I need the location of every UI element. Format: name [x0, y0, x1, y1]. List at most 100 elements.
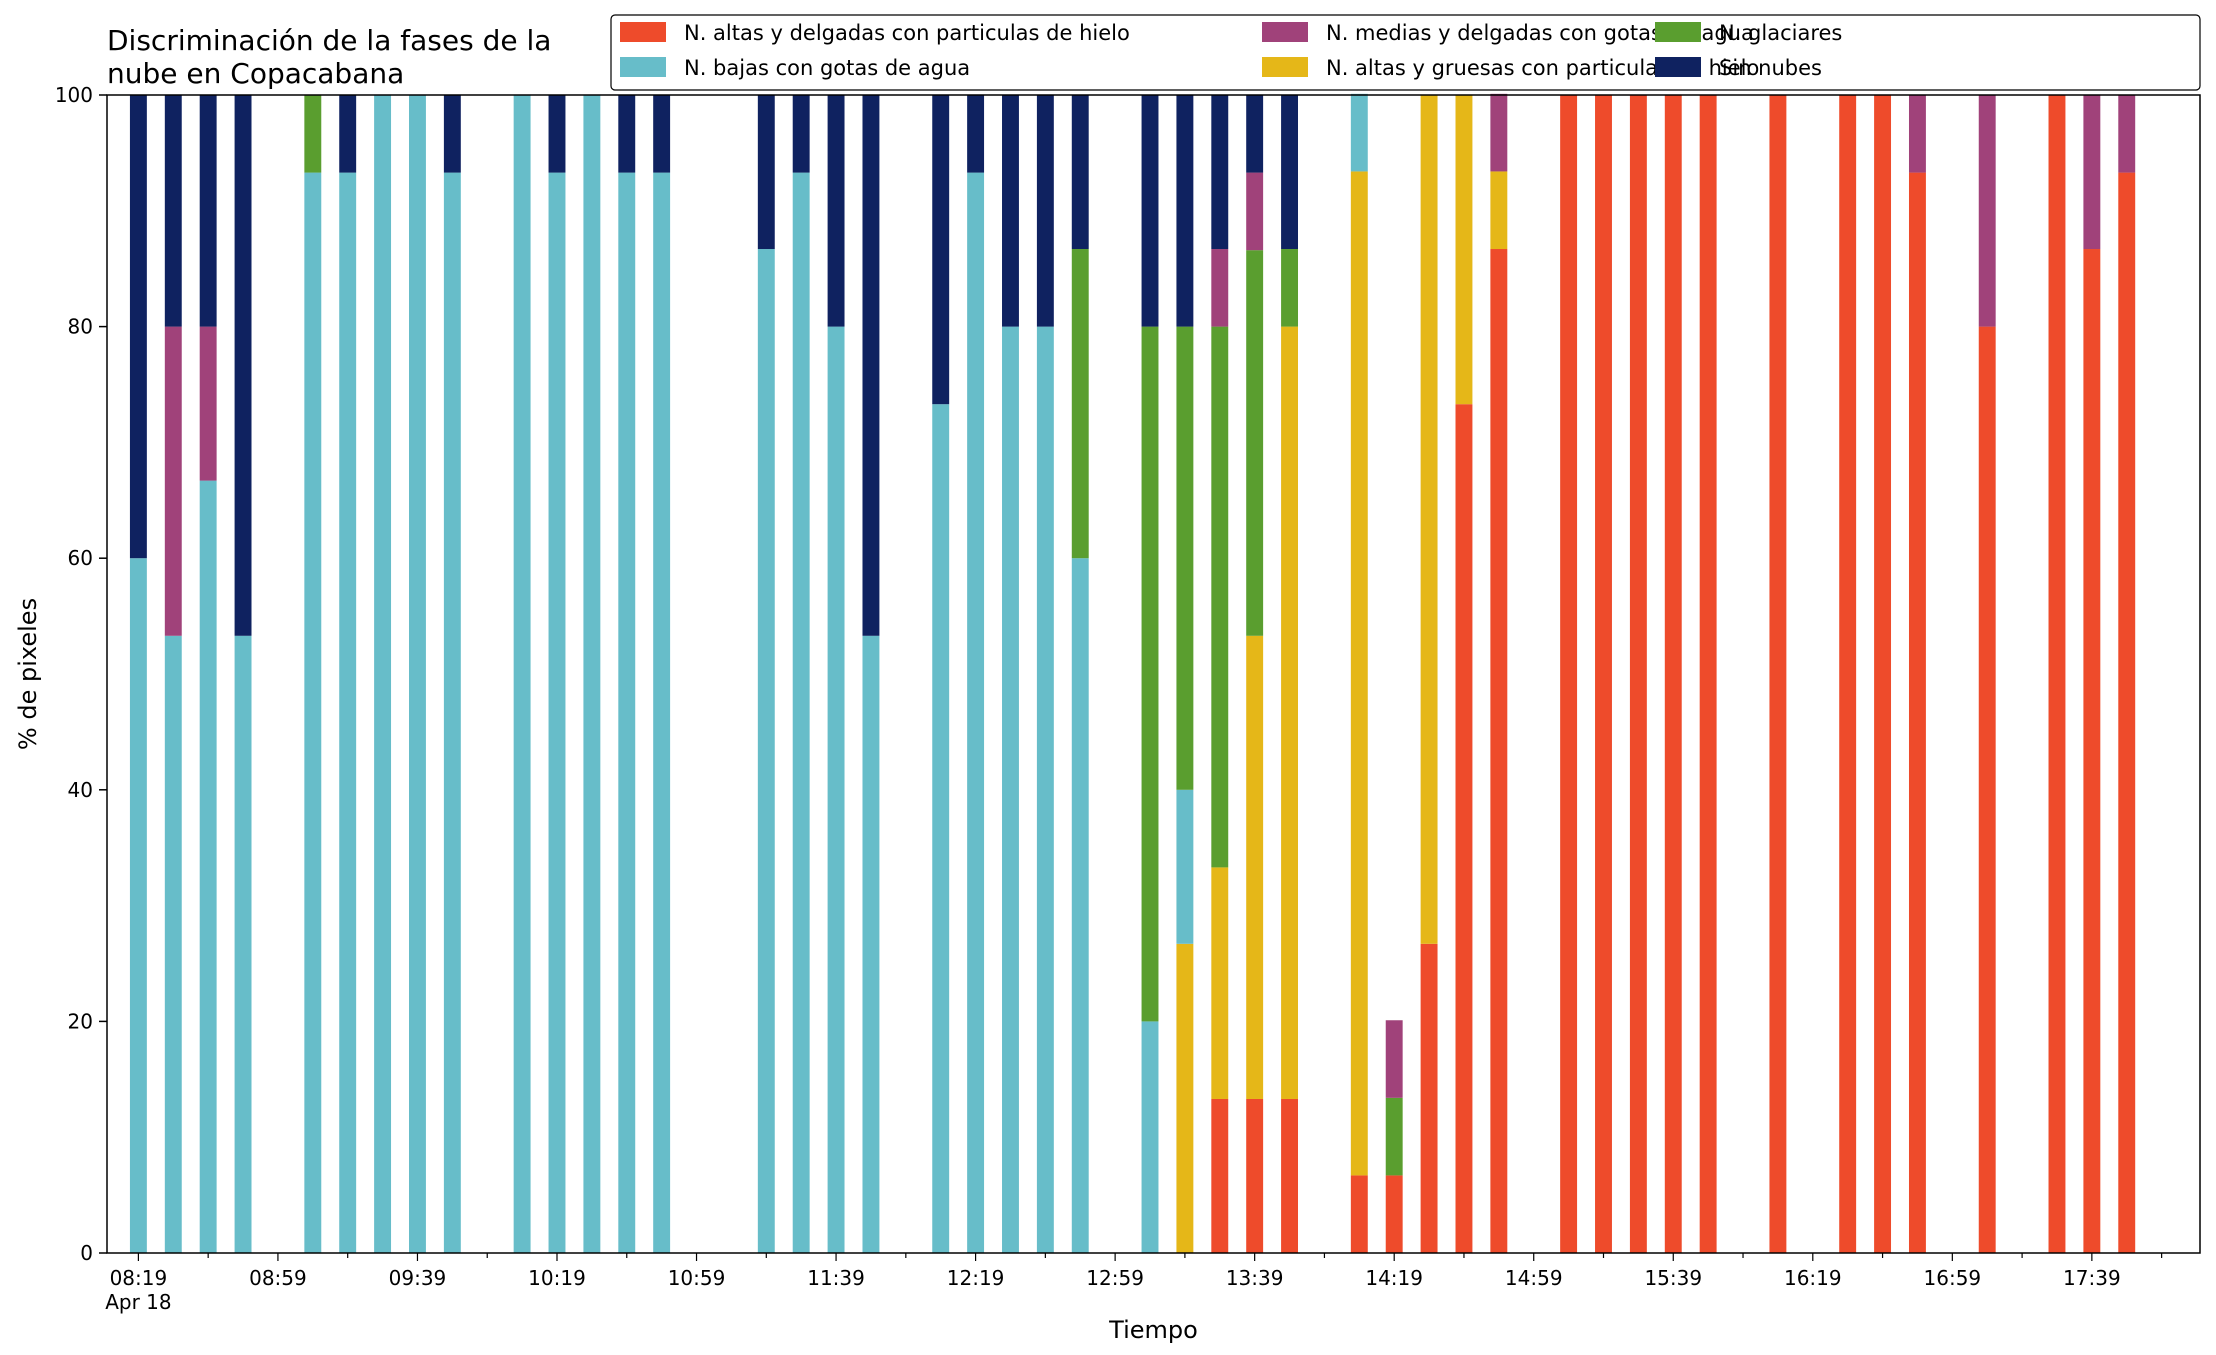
bar-segment — [1350, 93, 1368, 172]
y-tick-label: 60 — [68, 546, 93, 570]
bar-segment — [967, 172, 985, 1254]
bar-segment — [1839, 95, 1857, 1253]
bar-segment — [1176, 95, 1194, 327]
bar-segment — [1211, 249, 1229, 327]
bar-segment — [1176, 943, 1194, 1253]
bar-segment — [443, 95, 461, 173]
bar-segment — [862, 635, 880, 1253]
bar-segment — [374, 95, 392, 1253]
bar-segment — [1036, 326, 1054, 1254]
bar-segment — [618, 95, 636, 173]
y-tick-label: 0 — [80, 1241, 93, 1265]
bar-segment — [2048, 95, 2066, 1253]
bar-segment — [1211, 326, 1229, 868]
bar-segment — [1281, 249, 1299, 327]
bar-segment — [1385, 1020, 1403, 1098]
chart-title-line-2: nube en Copacabana — [107, 57, 404, 90]
legend: N. altas y delgadas con particulas de hi… — [610, 14, 2201, 91]
bar-segment — [653, 95, 671, 173]
bar-segment — [1595, 95, 1612, 1253]
bar-segment — [164, 95, 182, 327]
bar-segment — [1978, 95, 1996, 327]
legend-swatch — [620, 57, 666, 77]
bar-segment — [827, 326, 845, 1254]
bar-segment — [1455, 404, 1473, 1253]
bar-segment — [339, 95, 357, 173]
bar-segment — [932, 95, 950, 405]
bar-segment — [234, 95, 252, 636]
bar-segment — [443, 172, 461, 1254]
bar-segment — [199, 480, 217, 1253]
bar-segment — [967, 95, 985, 173]
bar-segment — [1420, 943, 1438, 1253]
x-tick-label: 15:39 — [1644, 1266, 1702, 1290]
bar-segment — [1246, 95, 1264, 173]
bar-segment — [1420, 95, 1438, 944]
bar-segment — [304, 172, 322, 1254]
bar-segment — [1560, 95, 1578, 1253]
bar-segment — [199, 95, 217, 327]
bar-segment — [1141, 326, 1159, 1022]
bar-segment — [339, 172, 357, 1254]
bar-segment — [304, 95, 322, 173]
bar-segment — [1385, 1175, 1403, 1253]
x-tick-label: 14:19 — [1365, 1266, 1423, 1290]
bar-segment — [548, 95, 566, 173]
bar-segment — [409, 95, 426, 1253]
y-tick-label: 20 — [68, 1009, 93, 1033]
x-tick-label: 10:19 — [528, 1266, 586, 1290]
x-tick-label: 08:59 — [249, 1266, 307, 1290]
bar-segment — [1071, 95, 1089, 250]
bar-segment — [1141, 1021, 1159, 1253]
bar-segment — [513, 95, 531, 1253]
bar-segment — [164, 326, 182, 636]
bar-segment — [862, 95, 880, 636]
bar-segment — [1769, 95, 1787, 1253]
bar-segment — [1281, 1098, 1299, 1253]
legend-swatch — [1655, 57, 1701, 77]
bar-segment — [792, 172, 810, 1254]
bar-segment — [1211, 1098, 1229, 1253]
bar-segment — [653, 172, 671, 1254]
bar-segment — [1246, 172, 1264, 251]
bar-segment — [1281, 95, 1299, 250]
plot-frame — [106, 94, 2201, 1254]
bar-segment — [1908, 172, 1926, 1254]
legend-swatch — [620, 22, 666, 42]
bar-segment — [1211, 95, 1229, 250]
x-tick-label: 12:59 — [1086, 1266, 1144, 1290]
bar-segment — [2083, 95, 2101, 250]
x-tick-label: 08:19 — [110, 1266, 168, 1290]
bar-segment — [1246, 635, 1264, 1099]
bar-segment — [1664, 95, 1682, 1253]
bar-segment — [583, 95, 601, 1253]
x-tick-label: 12:19 — [947, 1266, 1005, 1290]
legend-entry-label: N. bajas con gotas de agua — [684, 56, 970, 80]
bar-segment — [1002, 326, 1019, 1254]
bar-segment — [1629, 95, 1647, 1253]
bar-segment — [1490, 93, 1508, 172]
bar-segment — [1281, 326, 1299, 1099]
legend-box — [610, 14, 2201, 91]
bar-segment — [1071, 249, 1089, 559]
bar-segment — [2118, 172, 2136, 1254]
y-tick-label: 80 — [68, 315, 93, 339]
legend-entry-label: N. glaciares — [1719, 21, 1842, 45]
y-axis: 0 20 40 60 80 100 — [55, 83, 107, 1265]
bar-segment — [1455, 95, 1473, 405]
bar-segment — [2118, 95, 2136, 173]
bar-segment — [548, 172, 566, 1254]
bar-segment — [757, 95, 775, 250]
legend-swatch — [1262, 22, 1308, 42]
chart-title-line-1: Discriminación de la fases de la — [107, 24, 551, 57]
bar-segment — [1350, 1175, 1368, 1253]
bar-segment — [618, 172, 636, 1254]
bar-segment — [1978, 326, 1996, 1254]
bar-segment — [1036, 95, 1054, 327]
x-tick-label: 09:39 — [389, 1266, 447, 1290]
bar-segment — [1246, 1098, 1264, 1253]
bar-segment — [1211, 867, 1229, 1099]
bar-segment — [129, 558, 147, 1253]
x-axis-label: Tiempo — [1108, 1316, 1198, 1344]
